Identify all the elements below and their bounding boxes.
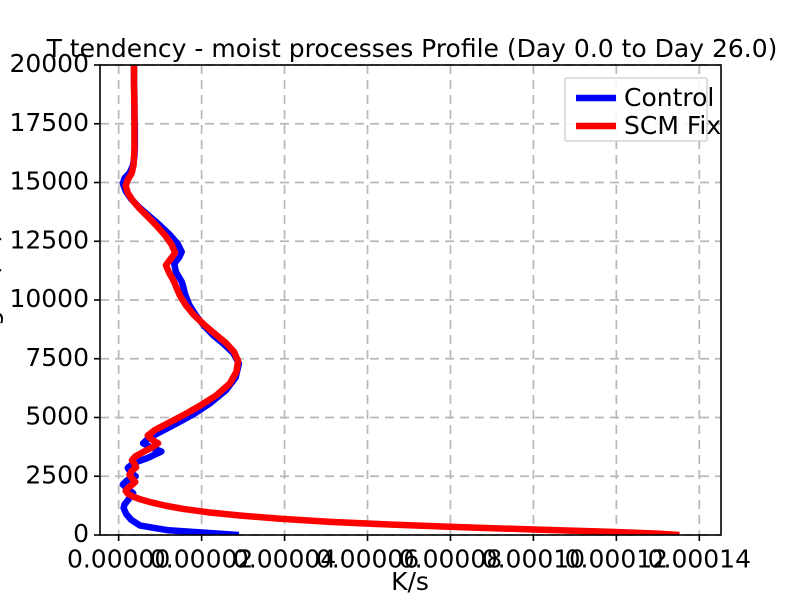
x-tick-label: 0.00008 <box>399 544 502 573</box>
y-tick-label: 12500 <box>9 225 89 254</box>
chart-legend[interactable]: Control SCM Fix <box>564 77 721 142</box>
y-tick-label: 2500 <box>25 460 89 489</box>
vertical-gridlines <box>117 65 701 535</box>
y-tick-label: 5000 <box>25 402 89 431</box>
y-tick-label: 0 <box>73 519 89 548</box>
x-axis-label: K/s <box>391 567 429 596</box>
x-axis-ticks <box>117 535 701 541</box>
x-tick-label: 0.00000 <box>67 544 170 573</box>
y-tick-label: 20000 <box>9 49 89 78</box>
x-tick-label: 0.00004 <box>233 544 336 573</box>
x-tick-label: 0.00014 <box>648 544 751 573</box>
y-tick-label: 17500 <box>9 108 89 137</box>
data-series-group <box>119 65 680 535</box>
x-tick-label: 0.00006 <box>316 544 419 573</box>
x-tick-label: 0.00002 <box>150 544 253 573</box>
y-axis-ticks <box>94 64 100 536</box>
y-axis-tick-labels: 0 2500 5000 7500 10000 12500 15000 17500 20000 <box>9 49 89 548</box>
y-axis-label: Height (m) <box>0 233 4 367</box>
y-tick-label: 15000 <box>9 167 89 196</box>
x-tick-label: 0.00010 <box>482 544 585 573</box>
series-line-scm-fix <box>122 65 680 535</box>
y-tick-label: 10000 <box>9 284 89 313</box>
x-tick-label: 0.00012 <box>565 544 668 573</box>
y-tick-label: 7500 <box>25 343 89 372</box>
legend-label-control: Control <box>624 83 714 112</box>
chart-title: T tendency - moist processes Profile (Da… <box>46 34 778 63</box>
x-axis-tick-labels: 0.000000.000020.000040.000060.000080.000… <box>67 544 751 573</box>
legend-label-scm-fix: SCM Fix <box>624 111 721 140</box>
